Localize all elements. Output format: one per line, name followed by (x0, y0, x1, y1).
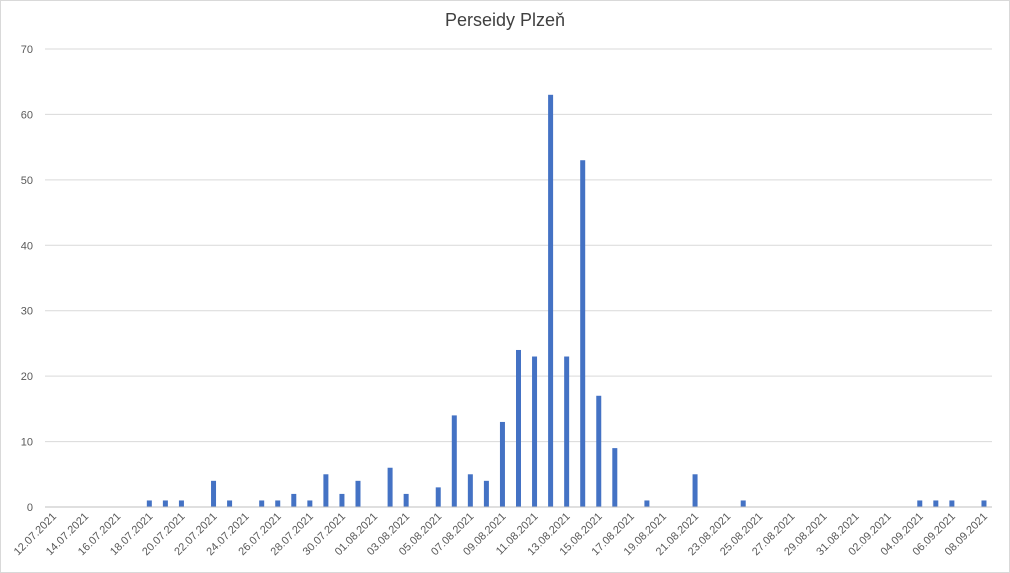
bar (307, 500, 313, 507)
y-tick-label: 0 (27, 502, 33, 514)
bar (146, 500, 152, 507)
y-tick-label: 70 (21, 44, 33, 56)
bar (499, 421, 505, 507)
bars (146, 94, 987, 508)
bar (227, 500, 233, 507)
bar (532, 356, 538, 507)
bar (451, 415, 457, 507)
bar (355, 480, 361, 507)
bar (596, 395, 602, 507)
bar (981, 500, 987, 507)
bar (692, 474, 698, 507)
bar (612, 448, 618, 507)
y-tick-label: 10 (21, 437, 33, 449)
bar (435, 487, 441, 507)
bar (323, 474, 329, 507)
bar (403, 493, 409, 507)
bar (644, 500, 650, 507)
y-axis-ticks: 0 10 20 30 40 50 60 70 (21, 44, 33, 514)
bar (740, 500, 746, 507)
y-tick-label: 60 (21, 109, 33, 121)
bar (516, 349, 521, 507)
y-tick-label: 20 (21, 371, 33, 383)
bar (467, 474, 473, 507)
gridlines (45, 48, 992, 443)
bar (933, 500, 939, 507)
y-tick-label: 50 (21, 175, 33, 187)
bar (564, 356, 570, 507)
bar (291, 493, 297, 507)
bar (211, 480, 217, 507)
bar (949, 500, 955, 507)
bar (580, 160, 586, 507)
bar (162, 500, 168, 507)
bar (548, 94, 554, 508)
y-tick-label: 30 (21, 306, 33, 318)
bar (259, 500, 265, 507)
chart-title: Perseidy Plzeň (444, 10, 566, 30)
y-tick-label: 40 (21, 240, 33, 252)
bar (387, 467, 393, 507)
x-axis-ticks: 12.07.202114.07.202116.07.202118.07.2021… (12, 511, 990, 558)
bar (275, 500, 281, 507)
bar (178, 500, 184, 507)
bar (339, 493, 345, 507)
bar (483, 480, 489, 507)
bar (917, 500, 923, 507)
